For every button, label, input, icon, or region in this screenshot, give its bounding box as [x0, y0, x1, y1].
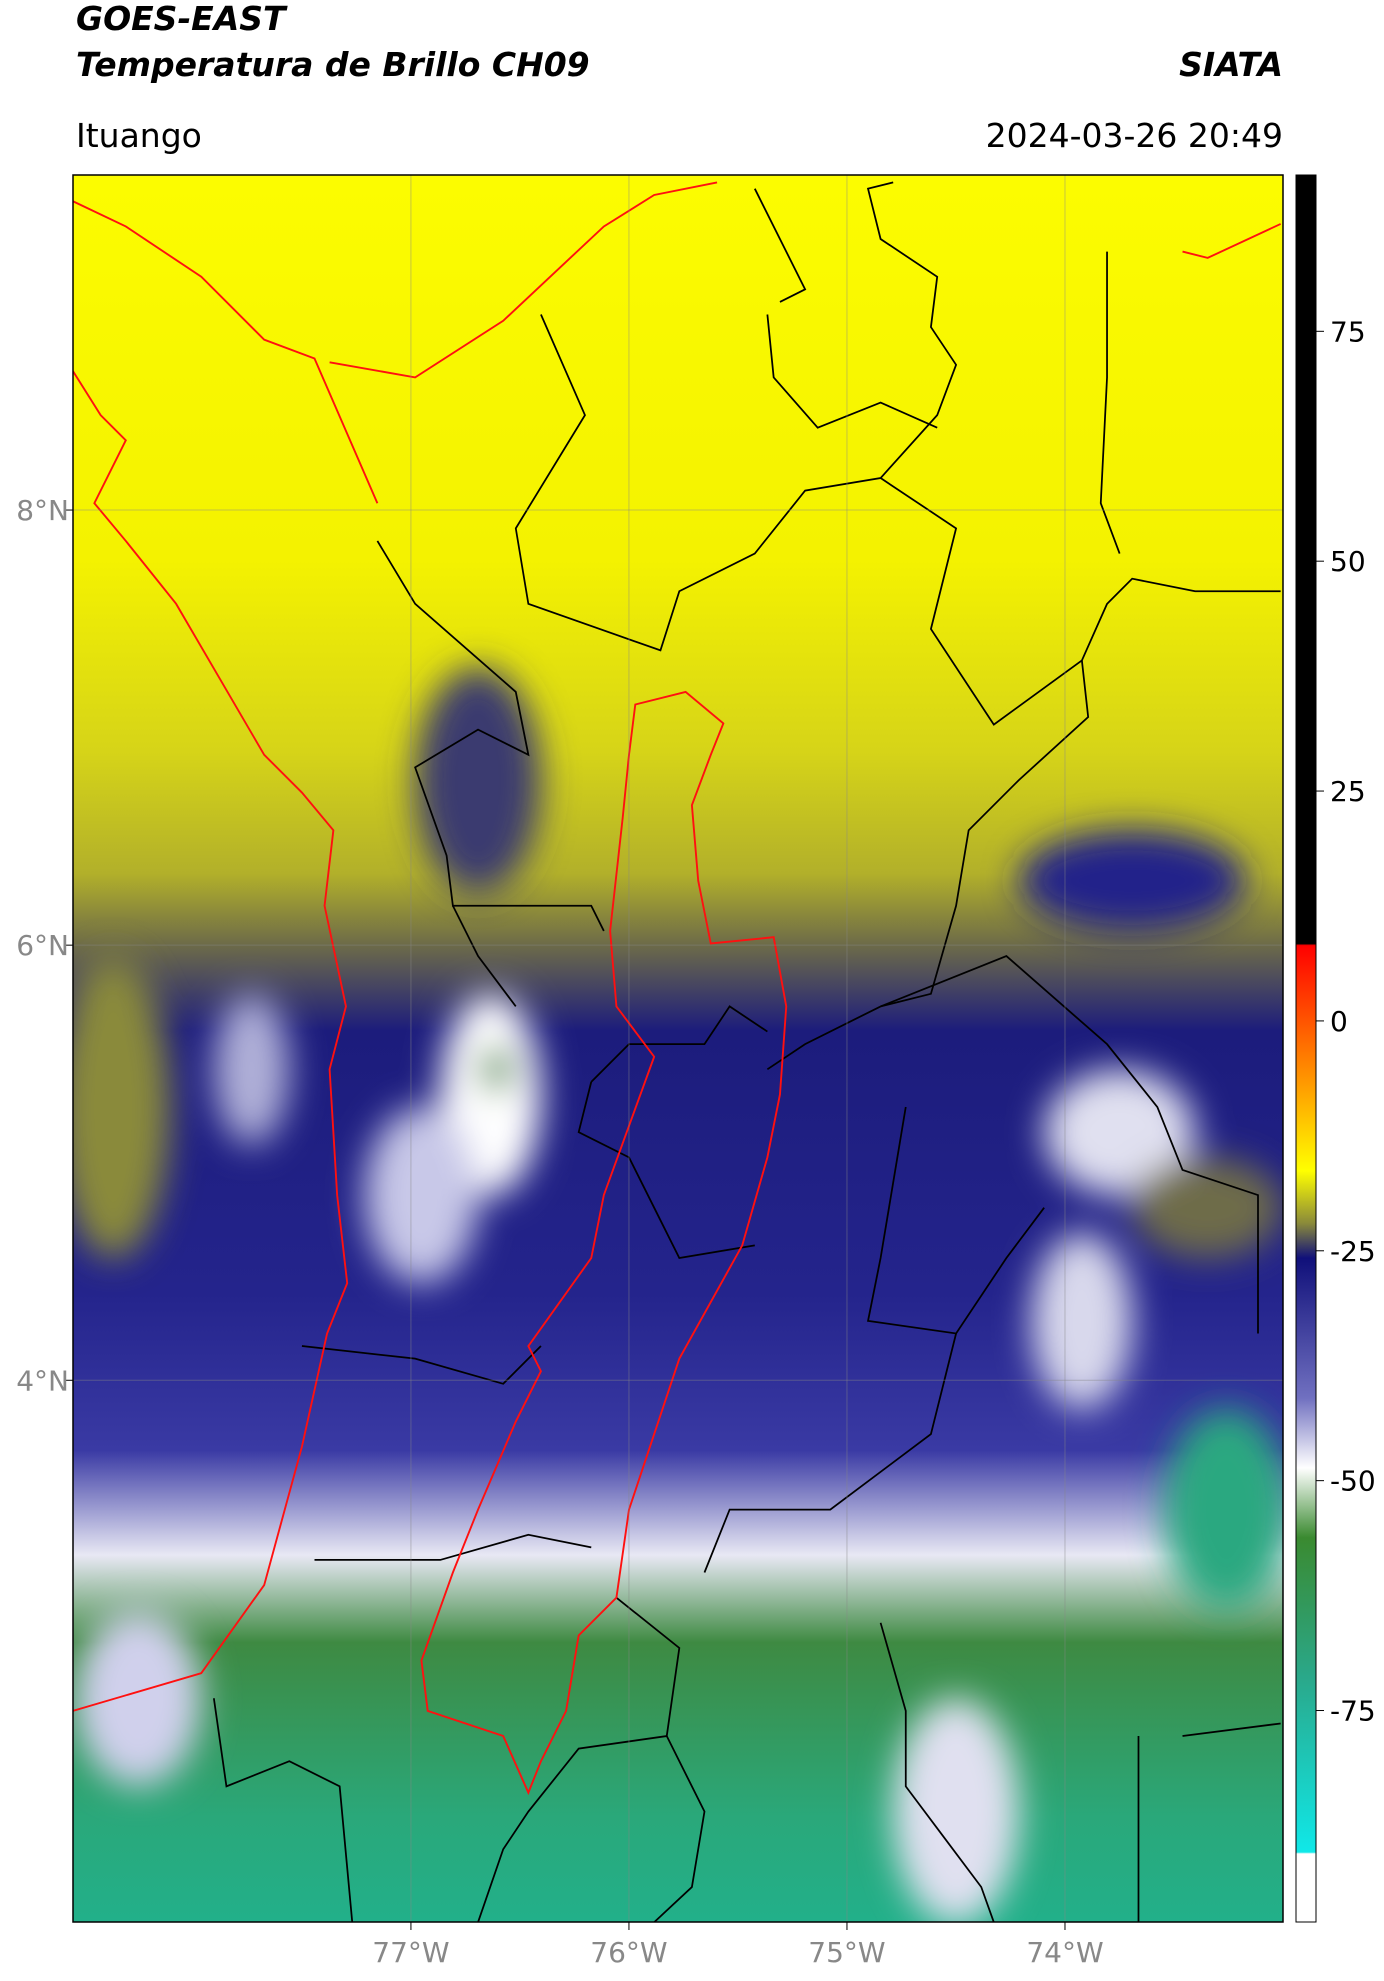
y-tick-label: 6°N [16, 929, 69, 962]
location: Ituango [76, 116, 202, 155]
colorbar-tick-label: -75 [1330, 1695, 1376, 1728]
x-tick-label: 74°W [1026, 1936, 1103, 1969]
title: GOES-EAST [76, 0, 288, 38]
y-tick-label: 4°N [16, 1364, 69, 1397]
coastline-and-basin [73, 181, 1282, 1796]
borders [212, 181, 1281, 1922]
source: SIATA [1179, 45, 1283, 84]
date: 2024-03-26 20:49 [986, 116, 1283, 155]
subtitle: Temperatura de Brillo CH09 [76, 45, 590, 84]
map-frame [72, 174, 1284, 1923]
colorbar [1295, 174, 1317, 1923]
cloud-features [73, 666, 1283, 1922]
y-tick-label: 8°N [16, 494, 69, 527]
colorbar-tick-label: -50 [1330, 1465, 1376, 1498]
colorbar-tick-label: 0 [1330, 1005, 1348, 1038]
satellite-image [73, 175, 1283, 1922]
x-tick-label: 75°W [808, 1936, 885, 1969]
x-tick-label: 76°W [590, 1936, 667, 1969]
graticule [73, 175, 1283, 1922]
colorbar-tick-label: -25 [1330, 1235, 1376, 1268]
x-tick-label: 77°W [372, 1936, 449, 1969]
colorbar-tick-label: 75 [1330, 315, 1366, 348]
colorbar-tick-label: 25 [1330, 775, 1366, 808]
colorbar-tick-label: 50 [1330, 545, 1366, 578]
